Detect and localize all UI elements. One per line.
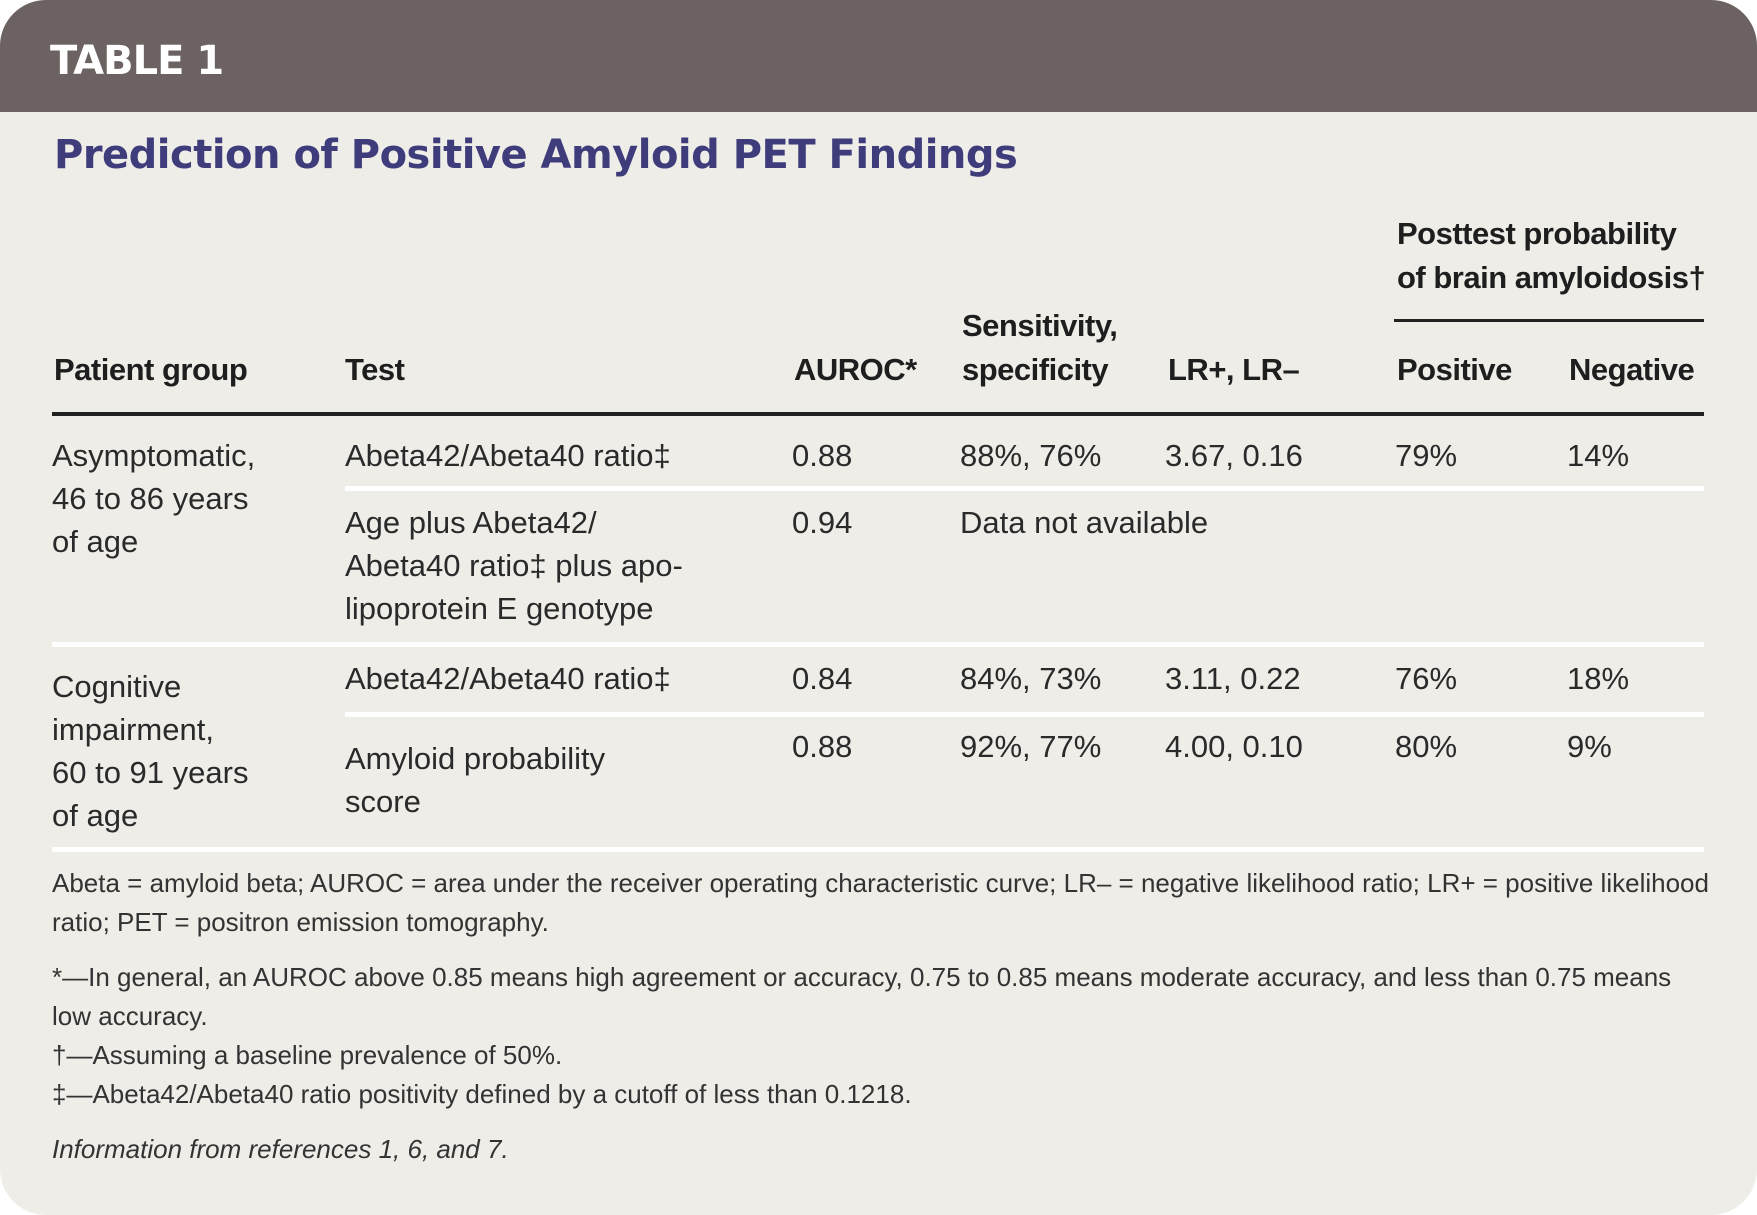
abbreviations-note: Abeta = amyloid beta; AUROC = area under… (52, 868, 1709, 937)
row-divider (345, 712, 1704, 717)
table-row: Abeta42/Abeta40 ratio‡ 0.84 84%, 73% 3.1… (345, 647, 1704, 712)
patient-group-line: Cognitive (52, 669, 182, 704)
table-row: Age plus Abeta42/ Abeta40 ratio‡ plus ap… (345, 491, 1704, 641)
table-footnotes: Abeta = amyloid beta; AUROC = area under… (52, 864, 1712, 1169)
auroc-cell: 0.94 (792, 505, 853, 540)
test-cell: Amyloid probability score (345, 737, 605, 823)
lr-cell: 4.00, 0.10 (1165, 729, 1303, 764)
table-row: Amyloid probability score 0.88 92%, 77% … (345, 717, 1704, 842)
header-patient-group: Patient group (54, 352, 248, 387)
footnote-dagger: †—Assuming a baseline prevalence of 50%. (52, 1040, 563, 1070)
table-group-asymptomatic: Asymptomatic, 46 to 86 years of age Abet… (52, 416, 1704, 642)
patient-group-cell: Asymptomatic, 46 to 86 years of age (52, 434, 255, 563)
positive-cell: 76% (1395, 661, 1458, 696)
footnote-star: *—In general, an AUROC above 0.85 means … (52, 962, 1672, 1031)
sens-spec-cell: Data not available (960, 505, 1209, 540)
table-header: Patient group Test AUROC* Sensitivity, s… (52, 212, 1706, 416)
patient-group-line: 60 to 91 years (52, 755, 249, 790)
table-group-cognitive-impairment: Cognitive impairment, 60 to 91 years of … (52, 647, 1704, 847)
table-label: TABLE 1 (50, 38, 224, 84)
header-auroc: AUROC* (794, 352, 917, 387)
patient-group-line: Asymptomatic, (52, 438, 256, 473)
header-posttest-line2: of brain amyloidosis† (1397, 260, 1706, 295)
test-line: lipoprotein E genotype (345, 591, 654, 626)
header-specificity: specificity (962, 352, 1109, 387)
source-note: Information from references 1, 6, and 7. (52, 1134, 509, 1164)
positive-cell: 79% (1395, 438, 1458, 473)
lr-cell: 3.67, 0.16 (1165, 438, 1303, 473)
negative-cell: 14% (1567, 438, 1630, 473)
auroc-cell: 0.84 (792, 661, 853, 696)
sens-spec-cell: 88%, 76% (960, 438, 1102, 473)
patient-group-line: of age (52, 524, 139, 559)
table-banner: TABLE 1 (0, 0, 1757, 112)
table-title: Prediction of Positive Amyloid PET Findi… (54, 132, 1018, 178)
row-divider (345, 486, 1704, 491)
test-cell: Age plus Abeta42/ Abeta40 ratio‡ plus ap… (345, 501, 683, 630)
patient-group-line: impairment, (52, 712, 214, 747)
test-line: Amyloid probability (345, 741, 606, 776)
patient-group-cell: Cognitive impairment, 60 to 91 years of … (52, 665, 248, 837)
header-sensitivity: Sensitivity, (962, 308, 1118, 343)
sens-spec-cell: 84%, 73% (960, 661, 1102, 696)
header-posttest-line1: Posttest probability (1397, 216, 1677, 251)
table-row: Abeta42/Abeta40 ratio‡ 0.88 88%, 76% 3.6… (345, 416, 1704, 486)
test-line: score (345, 784, 421, 819)
header-positive: Positive (1397, 352, 1512, 387)
test-line: Age plus Abeta42/ (345, 505, 597, 540)
group-divider (52, 642, 1704, 647)
data-table: Patient group Test AUROC* Sensitivity, s… (52, 212, 1706, 852)
lr-cell: 3.11, 0.22 (1165, 661, 1301, 696)
patient-group-line: 46 to 86 years (52, 481, 249, 516)
test-cell: Abeta42/Abeta40 ratio‡ (345, 661, 671, 696)
posttest-group-rule (1394, 319, 1704, 322)
test-cell: Abeta42/Abeta40 ratio‡ (345, 438, 671, 473)
header-lr: LR+, LR– (1168, 352, 1300, 387)
patient-group-line: of age (52, 798, 139, 833)
auroc-cell: 0.88 (792, 729, 853, 764)
negative-cell: 18% (1567, 661, 1630, 696)
sens-spec-cell: 92%, 77% (960, 729, 1102, 764)
table-bottom-rule (52, 847, 1704, 852)
test-line: Abeta40 ratio‡ plus apo- (345, 548, 683, 583)
negative-cell: 9% (1567, 729, 1612, 764)
positive-cell: 80% (1395, 729, 1458, 764)
header-negative: Negative (1569, 352, 1695, 387)
auroc-cell: 0.88 (792, 438, 853, 473)
footnote-double-dagger: ‡—Abeta42/Abeta40 ratio positivity defin… (52, 1079, 912, 1109)
header-test: Test (345, 352, 405, 387)
